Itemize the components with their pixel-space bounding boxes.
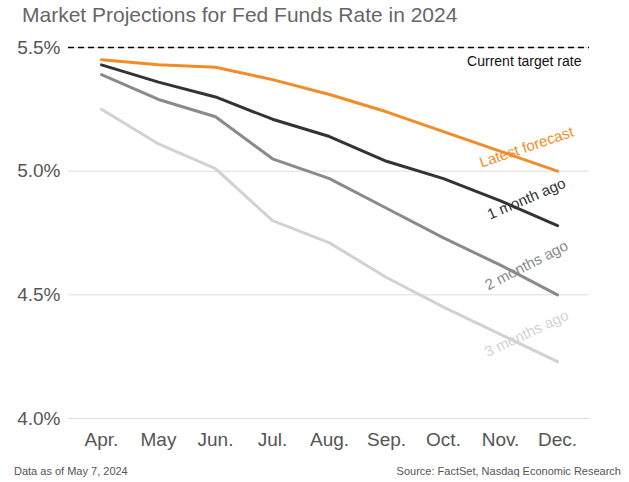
svg-text:4.0%: 4.0% <box>17 408 60 429</box>
svg-text:Nov.: Nov. <box>482 429 520 450</box>
svg-text:5.5%: 5.5% <box>17 37 60 58</box>
svg-text:Current target rate: Current target rate <box>467 53 582 69</box>
svg-text:Aug.: Aug. <box>310 429 349 450</box>
svg-text:Jun.: Jun. <box>198 429 234 450</box>
svg-text:Dec.: Dec. <box>538 429 577 450</box>
html-text:Source: FactSet, Nasdaq Econom: Source: FactSet, Nasdaq Economic Researc… <box>396 465 621 477</box>
svg-text:Apr.: Apr. <box>85 429 119 450</box>
svg-text:Oct.: Oct. <box>426 429 461 450</box>
svg-text:Latest forecast: Latest forecast <box>477 122 576 170</box>
svg-text:1 month ago: 1 month ago <box>485 174 568 222</box>
svg-text:4.5%: 4.5% <box>17 284 60 305</box>
svg-text:Jul.: Jul. <box>258 429 288 450</box>
svg-text:5.0%: 5.0% <box>17 160 60 181</box>
svg-text:May: May <box>141 429 177 450</box>
html-text:Data as of May 7, 2024: Data as of May 7, 2024 <box>14 465 128 477</box>
svg-text:3 months ago: 3 months ago <box>482 306 572 360</box>
svg-text:Sep.: Sep. <box>367 429 406 450</box>
html-text:Market Projections for Fed Fun: Market Projections for Fed Funds Rate in… <box>22 3 458 26</box>
svg-text:2 months ago: 2 months ago <box>482 237 571 294</box>
